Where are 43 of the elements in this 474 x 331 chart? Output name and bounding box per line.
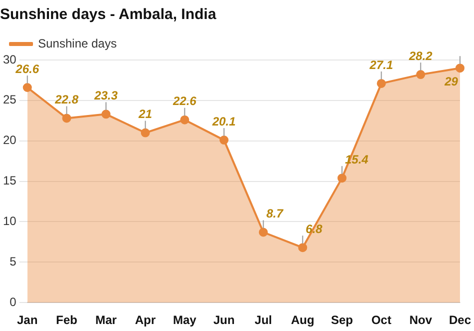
point <box>62 114 72 123</box>
point <box>416 70 426 80</box>
point <box>455 64 464 73</box>
y-tick-label: 20 <box>2 133 17 148</box>
y-tick-label: 5 <box>10 254 17 268</box>
y-tick-label: 25 <box>2 92 17 107</box>
x-tick-label: Apr <box>135 313 156 328</box>
data-label: 20.1 <box>211 114 236 128</box>
x-tick-label: Feb <box>56 313 78 328</box>
data-label: 28.2 <box>408 48 433 63</box>
x-tick-label: Jul <box>254 313 272 328</box>
point <box>258 228 268 237</box>
y-tick-label: 10 <box>2 214 17 228</box>
data-label: 22.6 <box>172 94 197 108</box>
x-tick-label: May <box>173 313 197 328</box>
x-tick-label: Sep <box>330 313 354 328</box>
point <box>376 78 386 88</box>
y-tick-label: 15 <box>2 174 17 188</box>
y-tick-label: 30 <box>2 52 17 66</box>
y-tick-label: 0 <box>10 294 17 309</box>
point <box>220 136 229 145</box>
data-label: 8.7 <box>266 206 284 221</box>
x-tick-label: Jan <box>17 313 38 328</box>
x-tick-label: Jun <box>213 313 235 328</box>
point <box>140 128 150 138</box>
x-tick-label: Aug <box>291 313 314 328</box>
data-label: 21 <box>138 107 152 122</box>
data-label: 29 <box>444 74 458 88</box>
point <box>22 82 32 92</box>
chart-title: Sunshine days - Ambala, India <box>0 6 217 24</box>
data-label: 26.6 <box>14 62 40 76</box>
point <box>102 110 111 119</box>
data-label: 23.3 <box>93 88 118 102</box>
x-tick-label: Dec <box>448 313 472 328</box>
data-label: 27.1 <box>368 58 394 72</box>
point <box>338 174 346 183</box>
point <box>180 115 190 124</box>
data-label: 22.8 <box>54 92 79 107</box>
x-tick-label: Nov <box>409 313 432 328</box>
x-tick-label: Mar <box>95 313 118 328</box>
x-tick-label: Oct <box>371 313 392 328</box>
point <box>298 243 308 252</box>
legend-label: Sunshine days <box>38 36 117 50</box>
